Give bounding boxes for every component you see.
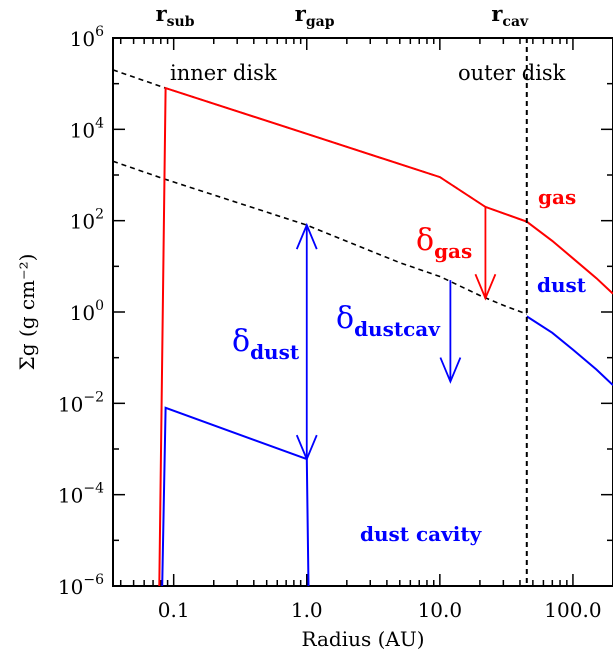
delta-gas-symbol: δ xyxy=(416,223,434,258)
top-marker-gap: rgap xyxy=(295,1,335,30)
arrow-layer xyxy=(295,206,497,462)
top-marker-sub: rsub xyxy=(156,1,195,30)
delta-gas-subscript: gas xyxy=(434,239,472,263)
delta-dustcav-symbol: δ xyxy=(336,301,354,336)
inner-disk-label: inner disk xyxy=(170,61,277,85)
top-marker-cav: rcav xyxy=(491,1,529,30)
y-axis-title: Σg (g cm⁻²) xyxy=(15,254,39,371)
y-tick-label: 100 xyxy=(70,298,104,325)
arrow-head xyxy=(295,434,318,462)
series-dust-outer xyxy=(526,315,613,386)
x-tick-label: 0.1 xyxy=(158,598,190,622)
delta-dustcav-label: δdustcav xyxy=(336,301,441,341)
series-gas-reference xyxy=(113,69,528,223)
axis-ticks xyxy=(113,37,613,587)
x-tick-label: 100.0 xyxy=(544,598,601,622)
x-tick-label: 1.0 xyxy=(291,598,323,622)
arrow-head xyxy=(474,273,497,301)
y-tick-label: 10−6 xyxy=(58,572,104,599)
series-dust-reference xyxy=(113,160,528,315)
delta-dust-subscript: dust xyxy=(250,340,300,364)
delta-dust-label: δdust xyxy=(232,324,300,364)
x-axis-title: Radius (AU) xyxy=(301,627,424,651)
y-tick-label: 106 xyxy=(70,24,104,51)
x-tick-label: 10.0 xyxy=(418,598,463,622)
series-gas xyxy=(158,86,613,586)
outer-disk-label: outer disk xyxy=(458,61,566,85)
y-tick-label: 10−4 xyxy=(58,481,104,508)
gas-label: gas xyxy=(538,185,576,209)
delta-dustcav-subscript: dustcav xyxy=(354,317,441,341)
y-tick-label: 10−2 xyxy=(58,389,104,416)
arrow-head xyxy=(295,222,318,250)
dust-label: dust xyxy=(537,273,587,297)
y-tick-label: 102 xyxy=(70,207,104,234)
arrow-head xyxy=(439,357,462,384)
delta-dust-symbol: δ xyxy=(232,324,250,359)
dust-cavity-label: dust cavity xyxy=(360,522,483,546)
series-dust-inner xyxy=(161,406,310,586)
series-layer xyxy=(113,38,613,586)
tick-labels: 0.1 1.0 10.0 100.0 10−6 10−4 10−2 100 102 104 106 xyxy=(58,24,602,622)
delta-gas-label: δgas xyxy=(416,223,472,263)
y-tick-label: 104 xyxy=(70,115,104,142)
top-marker-labels: rsub rgap rcav xyxy=(156,1,529,30)
plot-frame xyxy=(112,37,613,587)
